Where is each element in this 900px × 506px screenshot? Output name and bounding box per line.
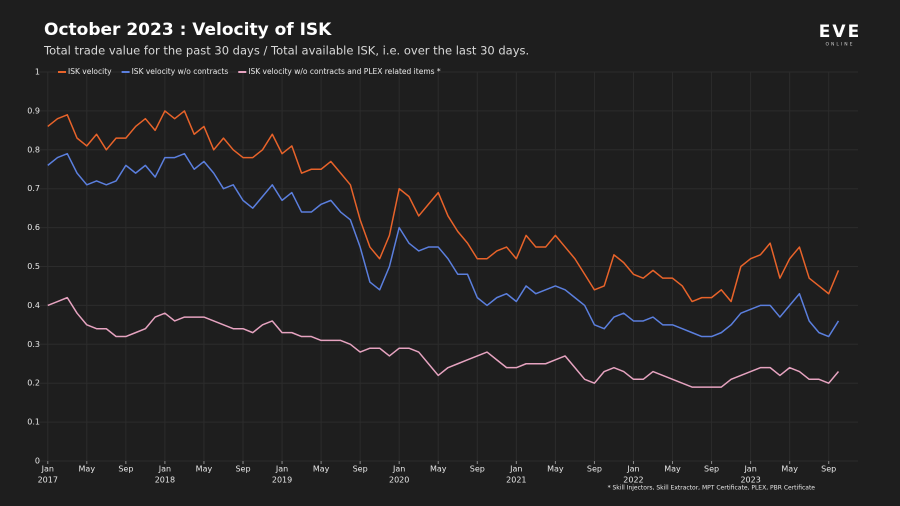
y-tick-label: 0.4	[27, 301, 40, 310]
series-line	[47, 152, 840, 338]
chart-title: October 2023 : Velocity of ISK	[44, 20, 332, 40]
x-tick-label: Jan	[743, 465, 756, 474]
y-tick-label: 0.6	[27, 223, 40, 232]
x-tick-label: Jan	[392, 465, 405, 474]
chart-subtitle: Total trade value for the past 30 days /…	[43, 44, 529, 58]
x-tick-label: Sep	[470, 465, 485, 474]
y-tick-label: 1	[35, 68, 40, 77]
x-year-label: 2021	[506, 476, 526, 485]
x-year-label: 2022	[623, 476, 643, 485]
x-year-label: 2020	[389, 476, 409, 485]
x-tick-label: Sep	[704, 465, 719, 474]
x-year-label: 2019	[272, 476, 292, 485]
footnote: * Skill Injectors, Skill Extractor, MPT …	[608, 485, 816, 492]
series-line	[47, 110, 840, 303]
x-tick-label: Sep	[118, 465, 133, 474]
x-tick-label: Sep	[235, 465, 250, 474]
legend-label: ISK velocity w/o contracts	[132, 67, 229, 76]
x-tick-label: May	[664, 465, 681, 474]
x-tick-label: Sep	[353, 465, 368, 474]
x-year-label: 2023	[740, 476, 760, 485]
y-tick-label: 0.3	[27, 340, 40, 349]
legend-label: ISK velocity w/o contracts and PLEX rela…	[248, 67, 441, 76]
y-tick-label: 0.8	[27, 145, 40, 154]
legend-label: ISK velocity	[68, 67, 112, 76]
x-tick-label: Jan	[41, 465, 54, 474]
x-tick-label: May	[313, 465, 330, 474]
series-line	[47, 296, 840, 388]
x-tick-label: May	[430, 465, 447, 474]
x-tick-label: Sep	[587, 465, 602, 474]
x-year-label: 2018	[155, 476, 175, 485]
y-tick-label: 0.5	[27, 262, 40, 271]
logo: EVE	[819, 22, 861, 42]
x-tick-label: Jan	[158, 465, 171, 474]
y-tick-label: 0	[35, 457, 40, 466]
x-tick-label: May	[781, 465, 798, 474]
x-tick-label: Jan	[275, 465, 288, 474]
y-tick-label: 0.9	[27, 106, 40, 115]
x-tick-label: May	[547, 465, 564, 474]
x-tick-label: Sep	[821, 465, 836, 474]
logo-sub: ONLINE	[826, 42, 855, 48]
x-tick-label: Jan	[626, 465, 639, 474]
y-tick-label: 0.7	[27, 184, 40, 193]
x-tick-label: May	[196, 465, 213, 474]
y-tick-label: 0.1	[27, 418, 40, 427]
y-tick-label: 0.2	[27, 379, 40, 388]
x-tick-label: Jan	[509, 465, 522, 474]
x-tick-label: May	[79, 465, 96, 474]
x-year-label: 2017	[38, 476, 58, 485]
